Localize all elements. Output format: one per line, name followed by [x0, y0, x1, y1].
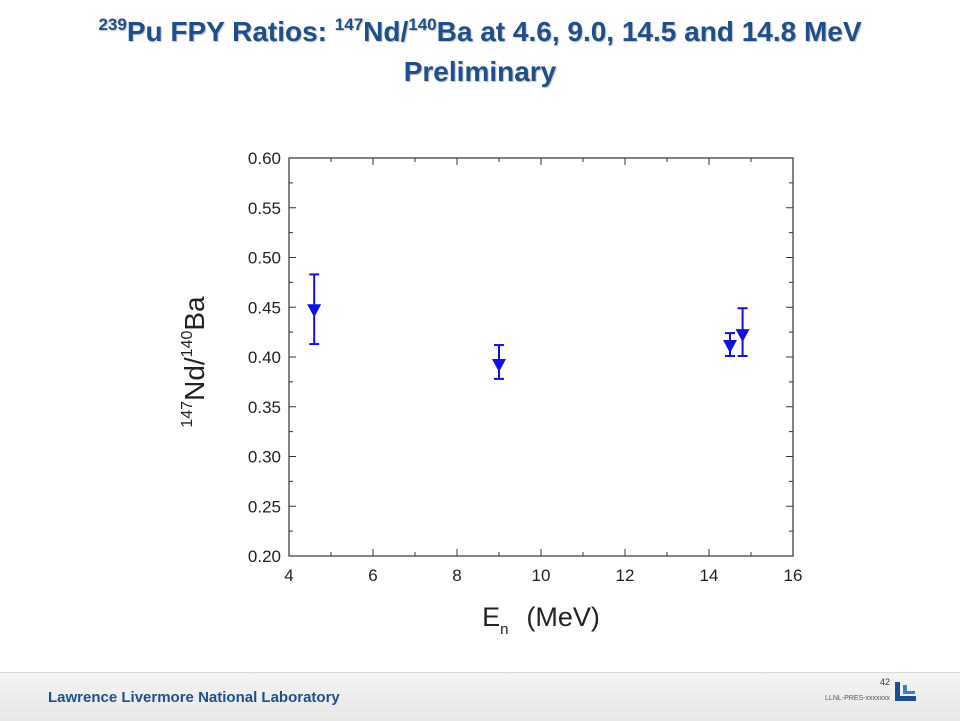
document-number: LLNL-PRES-xxxxxxx	[825, 695, 890, 702]
data-point	[492, 358, 506, 372]
x-tick-label: 12	[616, 566, 635, 585]
data-point	[723, 340, 737, 354]
lab-name: Lawrence Livermore National Laboratory	[48, 689, 340, 706]
y-tick-label: 0.20	[248, 547, 281, 566]
title-superscript: 147	[334, 15, 364, 34]
title-text: Nd/	[363, 16, 409, 47]
llnl-logo-icon	[895, 682, 916, 701]
y-tick-label: 0.40	[248, 348, 281, 367]
x-axis-label-subscript: n	[500, 621, 508, 638]
scatter-chart: 4 6 8 10 12 14 16 0.20 0.25 0.30 0.35 0.40 0.45 0.50 0…	[179, 149, 803, 638]
y-axis-label-main: Ba	[179, 296, 210, 331]
y-tick-label: 0.50	[248, 249, 281, 268]
y-tick-label: 0.35	[248, 398, 281, 417]
x-axis-label: En (MeV)	[482, 602, 600, 638]
x-axis-label-main: E	[482, 602, 500, 632]
title-text: Ba at 4.6, 9.0, 14.5 and 14.8 MeV	[436, 16, 862, 47]
x-tick-label: 6	[368, 566, 377, 585]
y-tick-label: 0.60	[248, 149, 281, 168]
page-number: 42	[879, 677, 890, 687]
y-tick-label: 0.30	[248, 448, 281, 467]
y-axis-label-main: Nd/	[179, 357, 210, 401]
x-tick-label: 10	[532, 566, 551, 585]
x-tick-label: 14	[700, 566, 719, 585]
y-axis-label: 147Nd/140Ba	[179, 296, 210, 428]
title-superscript: 239	[98, 15, 127, 34]
title-line-2: Preliminary	[403, 56, 557, 87]
plot-frame	[288, 157, 794, 557]
y-tick-label: 0.55	[248, 199, 281, 218]
y-axis-label-superscript: 147	[179, 401, 196, 428]
data-point	[735, 329, 750, 343]
footer-bar: Lawrence Livermore National Laboratory 4…	[0, 672, 960, 721]
y-tick-label: 0.25	[248, 497, 281, 516]
x-tick-label: 4	[284, 566, 293, 585]
x-tick-label: 16	[784, 566, 803, 585]
x-tick-label: 8	[452, 566, 461, 585]
data-point	[307, 304, 322, 318]
x-axis-label-unit: (MeV)	[526, 602, 600, 632]
y-tick-label: 0.45	[248, 298, 281, 317]
title-superscript: 140	[408, 15, 437, 34]
title-line-1: 239Pu FPY Ratios: 147Nd/140Ba at 4.6, 9.…	[0, 12, 960, 52]
y-axis-label-superscript: 140	[179, 331, 196, 358]
slide-title: 239Pu FPY Ratios: 147Nd/140Ba at 4.6, 9.…	[0, 12, 960, 92]
title-text: Pu FPY Ratios:	[126, 16, 335, 47]
